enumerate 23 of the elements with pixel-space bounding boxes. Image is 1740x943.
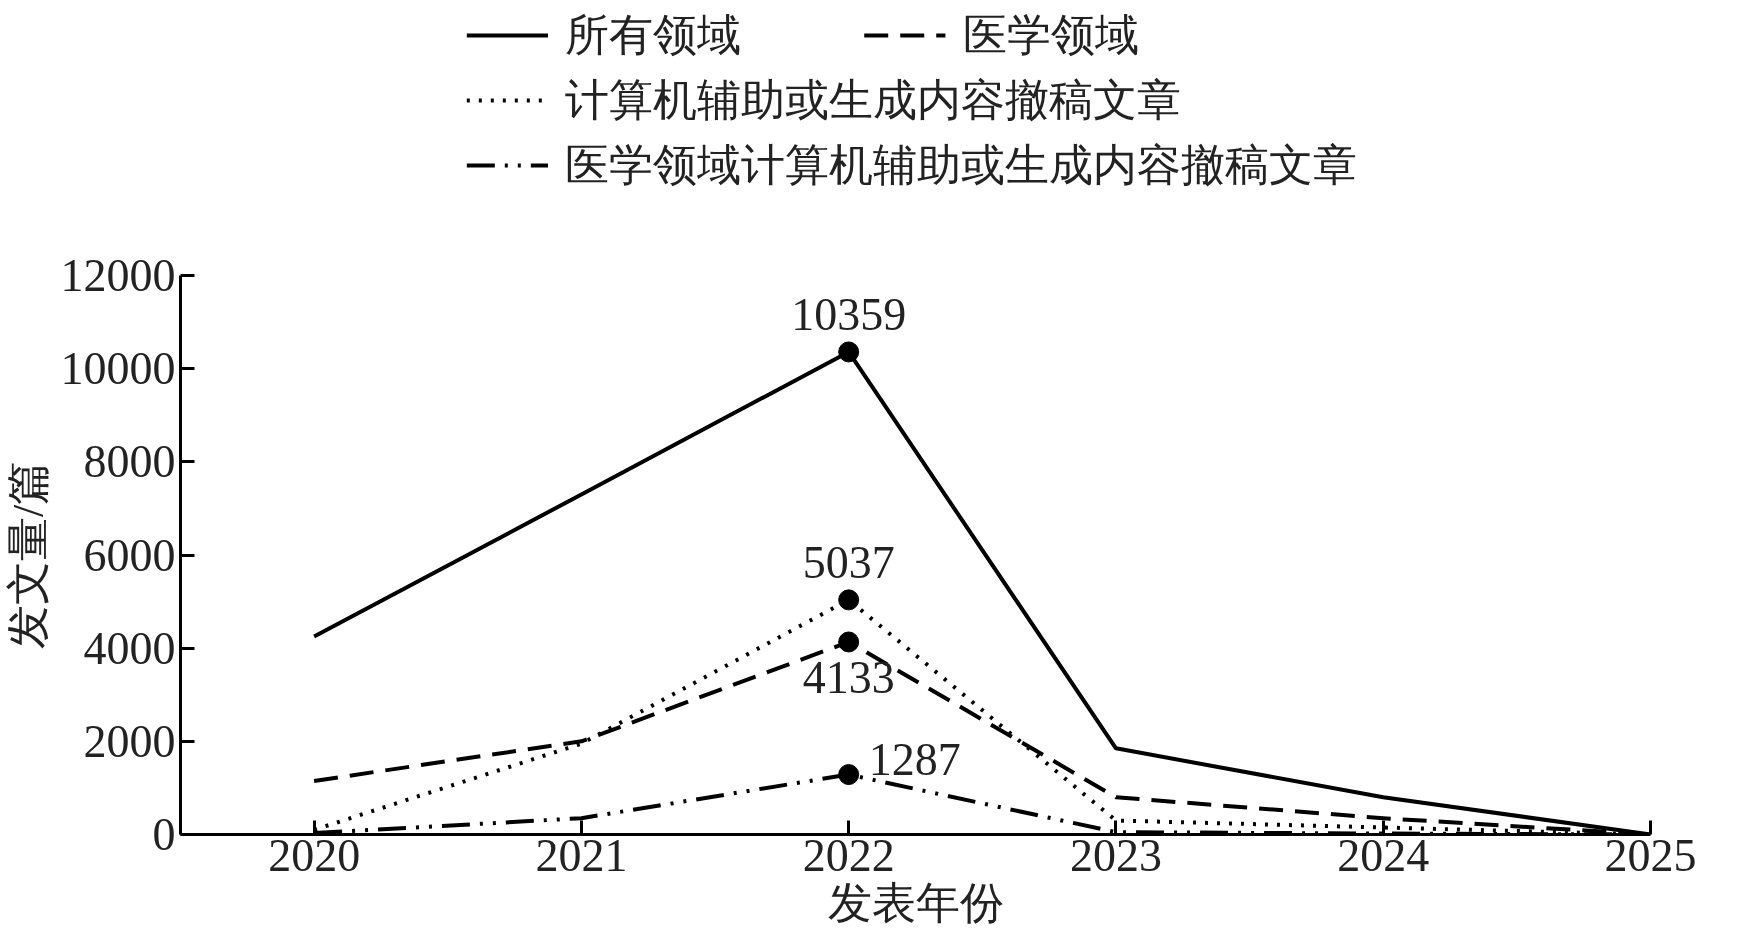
x-tick-label: 2023 [1069, 829, 1162, 881]
y-axis-title: 发文量/篇 [3, 460, 53, 650]
legend-label: 医学领域计算机辅助或生成内容撤稿文章 [565, 141, 1358, 190]
x-tick-label: 2020 [268, 829, 361, 881]
y-tick-label: 10000 [60, 343, 176, 395]
data-label: 5037 [802, 536, 895, 588]
legend-label: 所有领域 [565, 11, 742, 60]
y-tick-label: 8000 [83, 436, 176, 488]
x-tick-label: 2025 [1604, 829, 1697, 881]
y-tick-label: 6000 [83, 529, 176, 581]
x-axis-title: 发表年份 [827, 878, 1004, 928]
data-label: 1287 [868, 733, 961, 785]
x-tick-label: 2024 [1337, 829, 1430, 881]
y-tick-label: 12000 [60, 250, 176, 301]
x-tick-label: 2021 [535, 829, 628, 881]
data-label: 10359 [791, 288, 907, 340]
data-label: 4133 [802, 651, 895, 703]
y-tick-label: 4000 [83, 622, 176, 674]
legend-label: 医学领域 [962, 11, 1139, 60]
legend-label: 计算机辅助或生成内容撤稿文章 [565, 76, 1182, 125]
y-tick-label: 2000 [83, 715, 176, 767]
y-tick-label: 0 [152, 809, 176, 860]
x-tick-label: 2022 [802, 829, 895, 881]
